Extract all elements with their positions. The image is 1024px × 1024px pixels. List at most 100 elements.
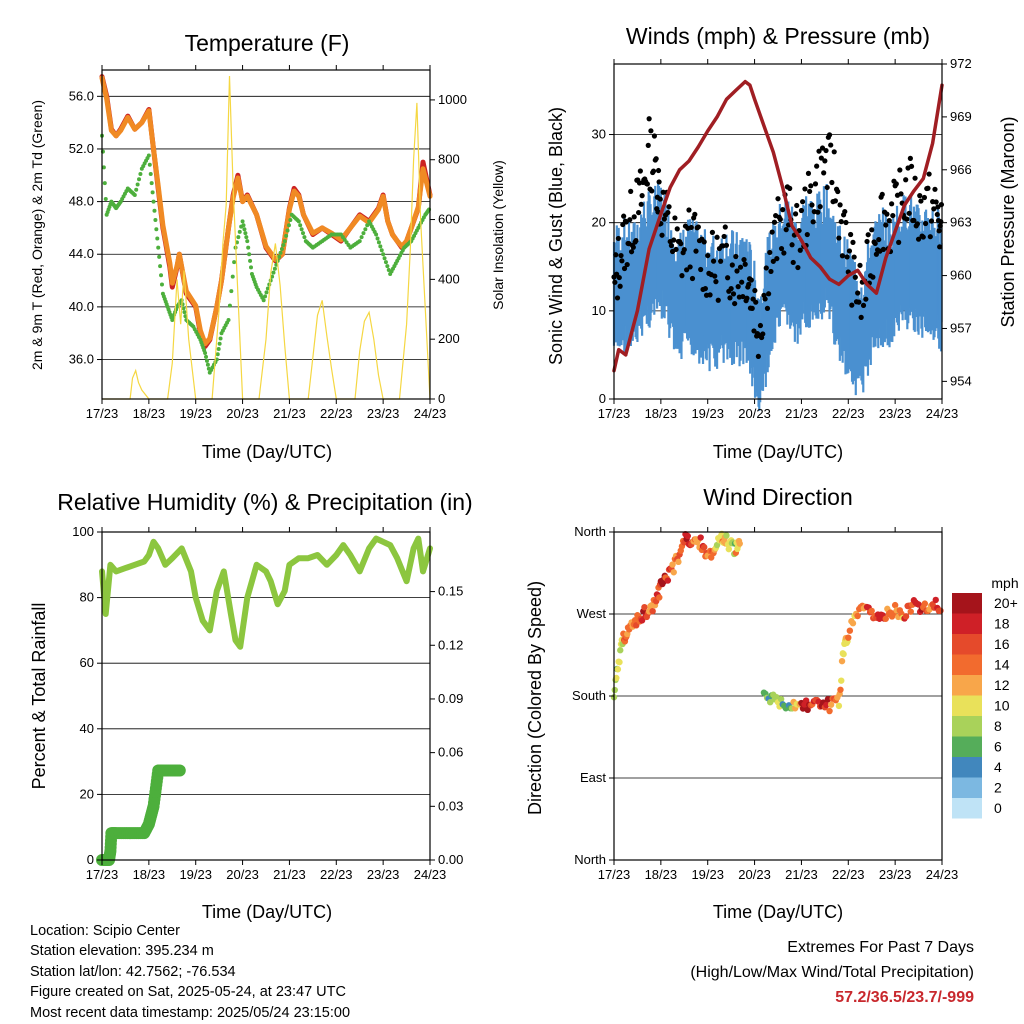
point-td — [232, 260, 237, 265]
point-td — [284, 233, 289, 238]
point-gust — [879, 191, 885, 198]
legend-swatch — [952, 757, 982, 778]
point-td — [361, 231, 366, 236]
point-gust — [628, 188, 634, 194]
point-gust — [727, 295, 733, 301]
point-gust — [800, 199, 806, 205]
legend-label: 12 — [994, 677, 1010, 693]
legend-swatch — [952, 654, 982, 675]
humidity-title: Relative Humidity (%) & Precipitation (i… — [57, 489, 472, 515]
humidity-grid — [102, 597, 430, 795]
point-gust — [742, 261, 748, 267]
y-tick-label-right: 0.12 — [438, 637, 463, 652]
point-gust — [818, 155, 824, 161]
point-gust — [748, 277, 754, 283]
y-tick-label: 40 — [80, 721, 94, 736]
winds-plot-frame — [613, 63, 943, 400]
point-gust — [923, 220, 929, 227]
point-gust — [805, 170, 812, 176]
point-gust — [918, 198, 924, 204]
series-solar — [102, 75, 431, 400]
x-tick-label: 23/23 — [879, 867, 912, 882]
point-gust — [927, 234, 933, 240]
point-gust — [684, 267, 690, 273]
point-gust — [787, 185, 793, 191]
direction-point — [649, 607, 656, 615]
point-td — [278, 250, 283, 255]
point-td — [374, 232, 379, 237]
point-gust — [615, 235, 621, 242]
direction-point — [664, 577, 672, 584]
point-gust — [880, 246, 887, 252]
point-gust — [925, 185, 931, 191]
series-precip — [96, 764, 186, 866]
direction-point — [766, 699, 774, 706]
point-gust — [612, 279, 618, 285]
point-gust — [815, 209, 821, 215]
series-rh — [99, 535, 433, 650]
point-td — [147, 162, 152, 167]
y-tick-label: 52.0 — [69, 141, 94, 156]
x-tick-label: 20/23 — [738, 406, 771, 421]
x-tick-label: 23/23 — [879, 406, 912, 421]
point-gust — [755, 353, 761, 360]
point-gust — [707, 292, 713, 298]
point-gust — [932, 186, 938, 192]
point-gust — [837, 202, 843, 208]
point-gust — [693, 248, 699, 254]
point-td — [146, 153, 151, 158]
point-gust — [650, 168, 657, 174]
point-gust — [906, 210, 912, 216]
point-gust — [673, 246, 679, 253]
point-gust — [790, 259, 796, 266]
point-gust — [689, 275, 696, 282]
legend-swatch — [952, 593, 982, 614]
point-gust — [766, 291, 772, 297]
point-td — [181, 306, 186, 311]
point-td — [182, 310, 187, 315]
point-gust — [764, 305, 771, 311]
point-td — [277, 254, 282, 259]
point-td — [154, 227, 159, 232]
y-tick-label-right: 0.15 — [438, 584, 463, 599]
point-gust — [903, 177, 909, 183]
series-wind — [612, 181, 943, 411]
point-gust — [741, 257, 747, 263]
point-gust — [721, 233, 727, 240]
point-td — [236, 235, 241, 240]
point-gust — [656, 179, 662, 185]
point-td — [215, 352, 220, 357]
x-tick-label: 21/23 — [273, 406, 306, 421]
direction-point — [824, 695, 832, 703]
station-elevation: Station elevation: 395.234 m — [30, 943, 214, 960]
humidity-plot-frame — [101, 531, 431, 861]
point-gust — [687, 264, 693, 270]
point-gust — [695, 224, 701, 230]
point-gust — [823, 147, 829, 154]
point-td — [132, 193, 137, 198]
direction-xlabel: Time (Day/UTC) — [713, 902, 843, 922]
point-td — [204, 354, 209, 359]
y-tick-label: 80 — [80, 590, 94, 605]
legend-label: 8 — [994, 718, 1002, 734]
x-tick-label: 19/23 — [691, 867, 724, 882]
point-td — [241, 223, 246, 228]
point-gust — [760, 331, 766, 337]
point-gust — [618, 252, 624, 259]
point-td — [375, 236, 380, 241]
direction-point — [891, 601, 899, 609]
point-td — [286, 223, 291, 228]
y-tick-label: 30 — [592, 127, 606, 142]
direction-point — [838, 677, 845, 684]
point-td — [248, 258, 253, 263]
direction-point — [921, 600, 929, 607]
temperature-grid — [102, 95, 430, 360]
point-td — [261, 298, 266, 303]
point-gust — [921, 194, 928, 201]
y-tick-label: 60 — [80, 655, 94, 670]
point-td — [243, 231, 248, 236]
y-tick-label-right: 0.00 — [438, 852, 463, 867]
point-gust — [616, 274, 622, 281]
y-tick-label: 36.0 — [69, 352, 94, 367]
